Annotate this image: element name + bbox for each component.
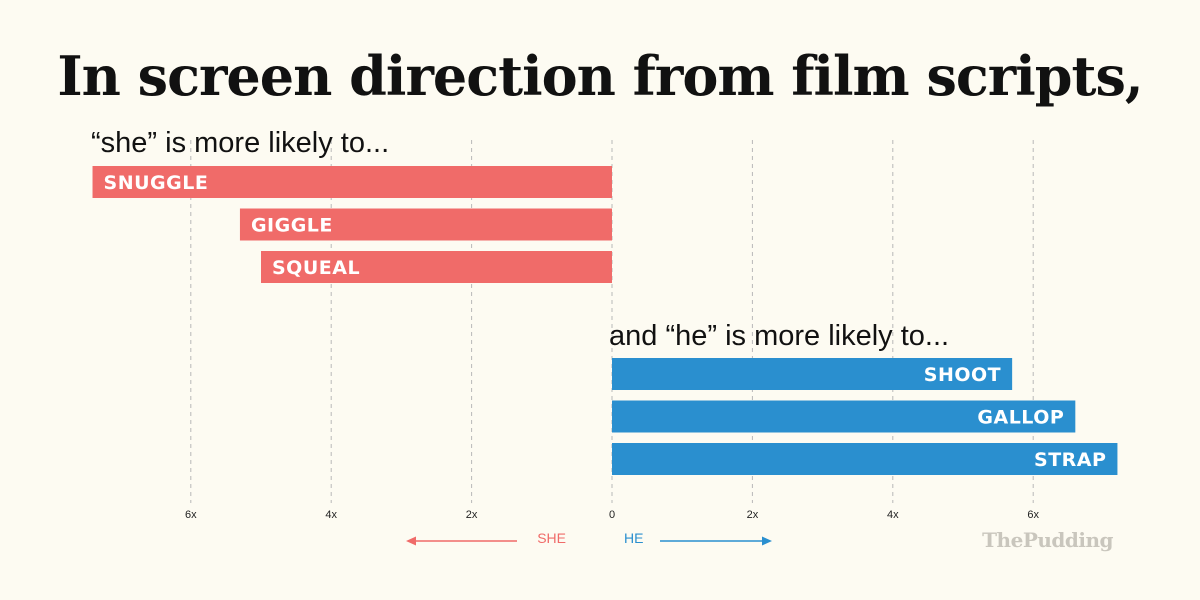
bar-giggle (239, 208, 612, 241)
bar-gallop (612, 400, 1076, 433)
bar-label-gallop: GALLOP (977, 407, 1064, 429)
direction-legend: SHE HE (406, 530, 772, 546)
x-axis-ticks: 6x 4x 2x 0 2x 4x 6x (185, 509, 1040, 521)
x-tick-label: 2x (466, 509, 478, 521)
x-tick-label: 6x (185, 509, 197, 521)
bar-label-shoot: SHOOT (924, 364, 1001, 386)
she-heading: “she” is more likely to... (91, 127, 389, 159)
he-heading: and “he” is more likely to... (609, 320, 949, 352)
bar-snuggle (92, 166, 612, 198)
bar-label-snuggle: SNUGGLE (104, 172, 209, 194)
bar-label-giggle: GIGGLE (251, 215, 333, 237)
x-tick-label: 4x (887, 509, 899, 521)
x-tick-label: 6x (1027, 509, 1039, 521)
he-direction-label: HE (624, 530, 643, 546)
x-tick-label: 4x (325, 509, 337, 521)
bar-shoot (612, 358, 1013, 390)
page-title: In screen direction from film scripts, (57, 44, 1142, 108)
bar-strap (612, 443, 1118, 475)
bar-label-squeal: SQUEAL (272, 257, 360, 279)
he-series: and “he” is more likely to... SHOOT GALLO… (609, 320, 1118, 475)
x-tick-label: 2x (747, 509, 759, 521)
she-series: “she” is more likely to... SNUGGLE GIGGLE… (91, 127, 612, 283)
she-direction-label: SHE (537, 530, 566, 546)
right-arrow-icon (762, 536, 772, 546)
bar-label-strap: STRAP (1034, 449, 1106, 471)
bar-squeal (261, 251, 612, 283)
brand-logo: ThePudding (982, 528, 1113, 552)
left-arrow-icon (406, 536, 416, 546)
x-tick-label: 0 (609, 509, 615, 521)
